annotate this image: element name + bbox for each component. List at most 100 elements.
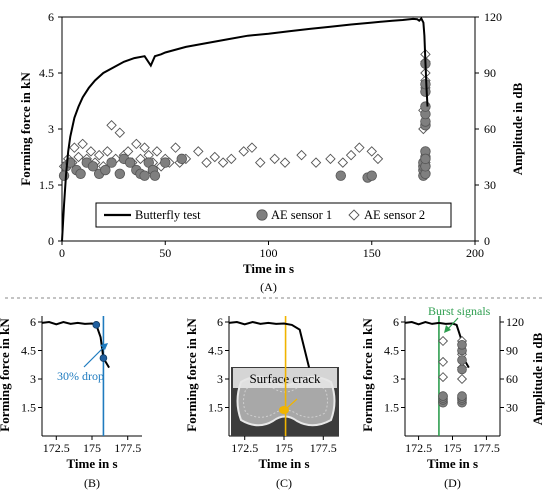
- ae-sensor-2-point: [201, 157, 212, 168]
- panel-d-y2-axis-label: Amplitude in dB: [530, 332, 545, 425]
- ae-sensor-2-point: [193, 146, 204, 157]
- panel-a-y2-tick-label: 90: [484, 66, 496, 80]
- ae-sensor-2-point: [170, 142, 181, 153]
- ae-sensor-2-point: [238, 146, 249, 157]
- panel-b-label: (B): [84, 476, 100, 490]
- panel-a-y-tick-label: 1.5: [39, 178, 54, 192]
- panel-a-y2-tick-label: 30: [484, 178, 496, 192]
- ae-sensor-1-point: [100, 164, 111, 176]
- panel-a-y2-tick-label: 0: [484, 234, 490, 248]
- panel-a-ae-sensor-1-points: [58, 58, 431, 183]
- panel-d-label: (D): [444, 476, 461, 490]
- panel-c-y-tick-label: 3: [217, 372, 223, 386]
- panel-d-y-tick-label: 4.5: [384, 344, 399, 358]
- legend-box: [95, 202, 452, 228]
- panel-b-y-ticks: 1.5 3 4.5 6: [21, 315, 43, 436]
- panel-b-chart: 1.5 3 4.5 6 172.5 175 177.5 30% drop Forming …: [0, 315, 142, 490]
- panel-d-y-ticks: 1.5 3 4.5 6: [384, 315, 406, 436]
- ae-sensor-2-point: [310, 157, 322, 168]
- ae-sensor-1-point: [75, 168, 86, 180]
- ae-sensor-2-point: [114, 127, 126, 138]
- panel-c-x-axis-label: Time in s: [258, 456, 309, 471]
- ae-sensor-2-point: [296, 149, 307, 161]
- panel-a-right-y-ticks: 0 30 60 90 120: [475, 10, 502, 248]
- burst-circle-point: [457, 339, 467, 350]
- panel-d-y2-tick-label: 120: [506, 315, 524, 329]
- surface-crack-pointer: [286, 398, 298, 409]
- panel-b-drop-points: [92, 321, 108, 362]
- panel-c-x-ticks: 172.5 175 177.5: [229, 435, 339, 455]
- panel-a-x-tick-label: 150: [363, 246, 381, 260]
- ae-sensor-1-point: [87, 161, 99, 172]
- ae-sensor-2-point: [106, 120, 117, 131]
- ae-sensor-1-point: [420, 101, 431, 112]
- burst-diamond-point: [437, 335, 449, 347]
- ae-sensor-2-point: [354, 142, 365, 153]
- panel-d-x-tick-label: 177.5: [473, 441, 500, 455]
- panel-d-chart: 1.5 3 4.5 6 30 60 90 120 172.5 175 177.5 Burst s…: [360, 304, 545, 490]
- panel-d-y2-tick-label: 60: [506, 372, 518, 386]
- ae-sensor-2-point: [73, 151, 84, 163]
- panel-a-ae-sensor-2-points: [58, 49, 431, 172]
- ae-sensor-2-point: [77, 138, 88, 150]
- burst-circle-point: [457, 355, 467, 365]
- ae-sensor-1-point: [114, 168, 126, 180]
- panel-a-y-tick-label: 4.5: [39, 66, 54, 80]
- ae-sensor-2-point: [209, 151, 221, 163]
- ae-sensor-2-point: [102, 146, 113, 157]
- burst-circle-point: [457, 364, 467, 375]
- panel-d-y-tick-label: 6: [393, 315, 399, 329]
- panel-d-right-y-ticks: 30 60 90 120: [499, 315, 524, 436]
- panel-c-x-tick-label: 172.5: [231, 441, 258, 455]
- burst-diamond-point: [437, 356, 449, 367]
- panel-b-x-tick-label: 172.5: [43, 441, 70, 455]
- panel-b-y-tick-label: 6: [30, 315, 36, 329]
- ae-sensor-1-point: [160, 157, 171, 168]
- panel-a-x-axis-label: Time in s: [243, 261, 294, 276]
- panel-a-x-tick-label: 0: [59, 246, 65, 260]
- panel-d-y2-tick-label: 90: [506, 344, 518, 358]
- panel-b-annotation-30-drop: 30% drop: [57, 369, 104, 383]
- ae-sensor-1-point: [335, 170, 346, 181]
- panel-d-annotation-arrowhead: [444, 325, 451, 333]
- legend-label-butterfly-test: Butterfly test: [135, 208, 201, 222]
- legend-diamond-marker: [348, 209, 360, 221]
- legend: Butterfly test AE sensor 1 AE sensor 2: [95, 202, 452, 228]
- panel-a-butterfly-test-line: [61, 16, 429, 242]
- panel-c-force-line: [228, 320, 311, 368]
- ae-sensor-2-point: [246, 142, 258, 153]
- ae-sensor-2-point: [135, 153, 146, 165]
- panel-b-annotation-arrowhead: [100, 343, 108, 350]
- legend-label-ae-sensor-1: AE sensor 1: [271, 208, 332, 222]
- burst-circle-point: [457, 391, 467, 401]
- ae-sensor-2-point: [279, 157, 291, 168]
- panel-b-x-tick-label: 177.5: [114, 441, 141, 455]
- panel-c-chart: 1.534.56 172.5 175 177.5 Surface crack For…: [184, 315, 339, 490]
- ae-sensor-2-point: [255, 157, 266, 168]
- burst-diamond-point: [456, 373, 468, 385]
- panel-a-y2-tick-label: 120: [484, 10, 502, 24]
- panel-a-y-tick-label: 0: [48, 234, 54, 248]
- panel-a-x-tick-label: 100: [260, 246, 278, 260]
- ae-sensor-2-point: [325, 153, 336, 165]
- panel-a-y-tick-label: 6: [48, 10, 54, 24]
- ae-sensor-2-point: [269, 153, 280, 165]
- ae-sensor-1-point: [366, 170, 377, 181]
- panel-c-y-tick-label: 1.5: [208, 401, 223, 415]
- panel-b-x-axis-label: Time in s: [66, 456, 117, 471]
- panel-a-x-ticks: 0 50 100 150 200: [59, 241, 484, 260]
- panel-c-y-tick-label: 6: [217, 315, 223, 329]
- panel-d-annotation-burst-signals: Burst signals: [428, 304, 491, 318]
- panel-d-circle-points: [438, 339, 467, 408]
- burst-diamond-point: [437, 372, 449, 383]
- panel-d-y-axis-label: Forming force in kN: [360, 318, 375, 432]
- ae-sensor-1-point: [58, 170, 70, 181]
- panel-a-y2-tick-label: 60: [484, 122, 496, 136]
- ae-sensor-1-point: [176, 153, 187, 165]
- panel-c-y-ticks: 1.5 3 4.5 6: [208, 315, 230, 436]
- panel-b-x-tick-label: 175: [83, 441, 101, 455]
- ae-sensor-2-point: [366, 146, 377, 157]
- ae-sensor-2-point: [226, 153, 237, 165]
- panel-d-y-tick-label: 3: [393, 372, 399, 386]
- panel-a-x-tick-label: 50: [159, 246, 171, 260]
